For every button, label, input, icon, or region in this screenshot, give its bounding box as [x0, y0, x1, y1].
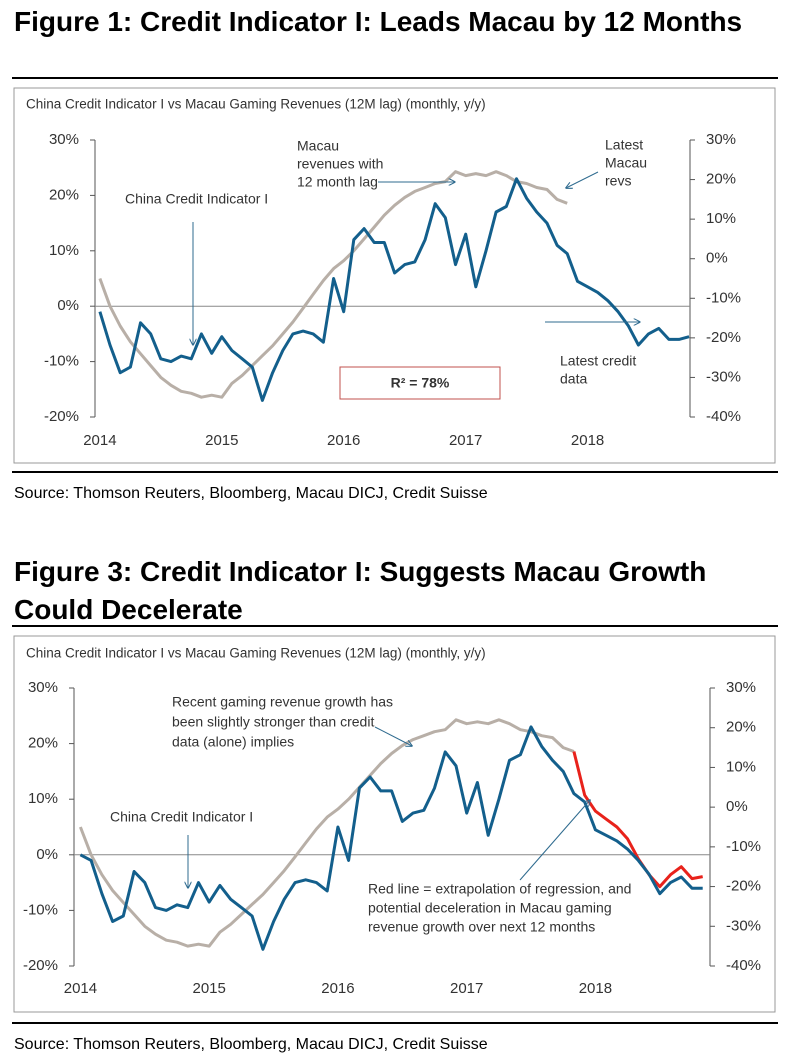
- chart-subtitle: China Credit Indicator I vs Macau Gaming…: [26, 646, 486, 661]
- y-tick-label: 10%: [49, 242, 79, 259]
- annotation: data (alone) implies: [172, 734, 294, 750]
- y-tick-label: 0%: [36, 846, 58, 863]
- y2-tick-label: -20%: [706, 329, 741, 346]
- y-tick-label: -20%: [44, 408, 79, 425]
- x-tick-label: 2016: [327, 432, 360, 449]
- y2-tick-label: -10%: [726, 838, 761, 855]
- annotation: Latest: [605, 137, 643, 153]
- annotation: revs: [605, 173, 631, 189]
- y-tick-label: 30%: [28, 679, 58, 696]
- y2-tick-label: -10%: [706, 289, 741, 306]
- y2-tick-label: 30%: [726, 679, 756, 696]
- annotation: R² = 78%: [391, 375, 450, 391]
- y-tick-label: -20%: [23, 957, 58, 974]
- series-line: [98, 170, 568, 399]
- rule: [12, 1022, 778, 1024]
- y-tick-label: 10%: [28, 790, 58, 807]
- series-line: [572, 751, 703, 889]
- annotation: potential deceleration in Macau gaming: [368, 900, 612, 916]
- x-tick-label: 2015: [205, 432, 238, 449]
- y2-tick-label: 30%: [706, 131, 736, 148]
- annotation: Macau: [297, 138, 339, 154]
- annotation: revenue growth over next 12 months: [368, 919, 595, 935]
- annotation: 12 month lag: [297, 174, 378, 190]
- y2-tick-label: -40%: [726, 957, 761, 974]
- annotation-arrow: [374, 726, 412, 746]
- y-tick-label: 20%: [28, 735, 58, 752]
- annotation: been slightly stronger than credit: [172, 714, 374, 730]
- chart-frame: [13, 87, 776, 464]
- x-tick-label: 2014: [83, 432, 116, 449]
- annotation: Red line = extrapolation of regression, …: [368, 881, 631, 897]
- x-tick-label: 2017: [450, 980, 483, 997]
- rule: [12, 625, 778, 627]
- series-line: [79, 725, 703, 951]
- annotation: revenues with: [297, 156, 383, 172]
- rule: [12, 77, 778, 79]
- y-tick-label: 20%: [49, 186, 79, 203]
- y2-tick-label: 10%: [706, 210, 736, 227]
- series-line: [79, 718, 575, 948]
- rule: [12, 471, 778, 473]
- chart-frame: [13, 635, 776, 1013]
- y-tick-label: 0%: [57, 297, 79, 314]
- annotation: China Credit Indicator I: [125, 191, 268, 207]
- x-tick-label: 2018: [579, 980, 612, 997]
- annotation: Macau: [605, 155, 647, 171]
- x-tick-label: 2014: [64, 980, 97, 997]
- x-tick-label: 2015: [192, 980, 225, 997]
- x-tick-label: 2017: [449, 432, 482, 449]
- annotation-arrow: [519, 800, 590, 881]
- source: Source: Thomson Reuters, Bloomberg, Maca…: [14, 1036, 488, 1053]
- y-tick-label: -10%: [44, 353, 79, 370]
- series-line: [98, 177, 690, 402]
- y2-tick-label: 0%: [726, 798, 748, 815]
- x-tick-label: 2018: [571, 432, 604, 449]
- chart-subtitle: China Credit Indicator I vs Macau Gaming…: [26, 97, 486, 112]
- annotation-box: [339, 366, 501, 400]
- annotation: China Credit Indicator I: [110, 809, 253, 825]
- annotation: data: [560, 371, 587, 387]
- y-tick-label: 30%: [49, 131, 79, 148]
- y-tick-label: -10%: [23, 901, 58, 918]
- figure-title: Figure 1: Credit Indicator I: Leads Maca…: [14, 6, 743, 37]
- annotation: Recent gaming revenue growth has: [172, 694, 393, 710]
- y2-tick-label: 20%: [726, 719, 756, 736]
- y2-tick-label: 0%: [706, 250, 728, 267]
- y2-tick-label: 10%: [726, 758, 756, 775]
- y2-tick-label: -20%: [726, 878, 761, 895]
- y2-tick-label: -30%: [726, 917, 761, 934]
- y2-tick-label: -40%: [706, 408, 741, 425]
- figure-title: Figure 3: Credit Indicator I: Suggests M…: [14, 556, 707, 625]
- y2-tick-label: -30%: [706, 368, 741, 385]
- x-tick-label: 2016: [321, 980, 354, 997]
- annotation-arrow: [566, 171, 599, 188]
- annotation: Latest credit: [560, 353, 636, 369]
- y2-tick-label: 20%: [706, 171, 736, 188]
- source: Source: Thomson Reuters, Bloomberg, Maca…: [14, 485, 488, 502]
